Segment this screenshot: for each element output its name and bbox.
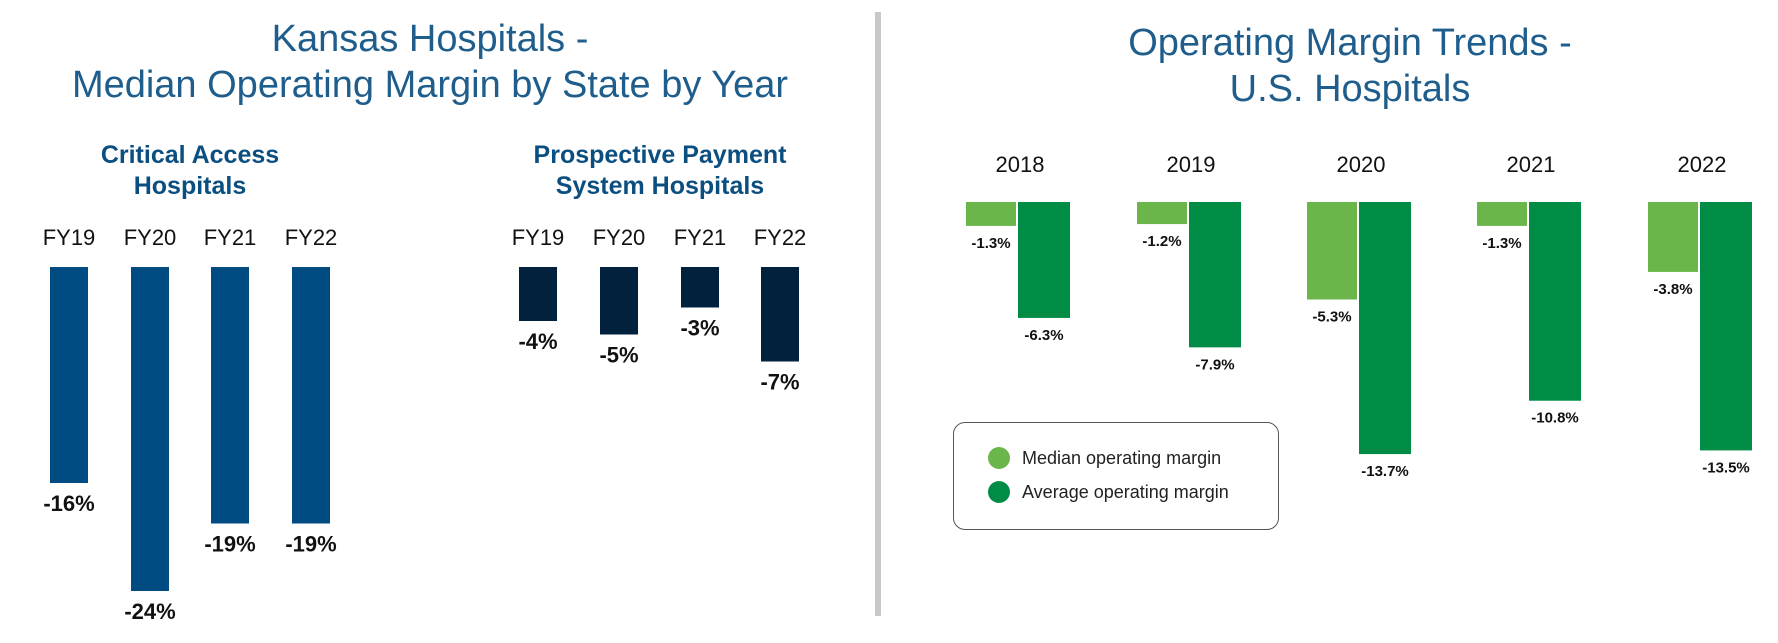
- pps-subtitle: Prospective Payment System Hospitals: [480, 140, 840, 202]
- pps-category-label: FY21: [674, 225, 727, 250]
- legend-average: Average operating margin: [988, 481, 1229, 503]
- median-legend-swatch: [988, 447, 1010, 469]
- average-bar: [1018, 202, 1070, 318]
- legend: Median operating margin Average operatin…: [953, 422, 1279, 530]
- pps-bar: [519, 267, 557, 321]
- pps-subtitle-line-1: Prospective Payment: [533, 141, 787, 169]
- cah-category-label: FY22: [285, 225, 338, 250]
- average-bar: [1189, 202, 1241, 348]
- pps-data-label: -7%: [760, 370, 799, 395]
- cah-subtitle: Critical Access Hospitals: [40, 140, 340, 202]
- pps-data-label: -4%: [518, 329, 557, 354]
- pps-data-label: -3%: [680, 316, 719, 341]
- us-year-label: 2021: [1507, 152, 1556, 177]
- average-bar: [1700, 202, 1752, 451]
- median-data-label: -1.2%: [1142, 233, 1181, 250]
- median-data-label: -5.3%: [1312, 309, 1351, 326]
- median-bar: [1307, 202, 1357, 300]
- us-year-label: 2018: [996, 152, 1045, 177]
- median-legend-label: Median operating margin: [1022, 447, 1222, 468]
- left-title: Kansas Hospitals - Median Operating Marg…: [20, 16, 840, 108]
- pps-category-label: FY20: [593, 225, 646, 250]
- cah-category-label: FY20: [124, 225, 177, 250]
- average-bar: [1529, 202, 1581, 401]
- median-bar: [1137, 202, 1187, 225]
- cah-data-label: -16%: [43, 491, 94, 516]
- cah-data-label: -24%: [124, 599, 175, 624]
- pps-subtitle-line-2: System Hospitals: [555, 172, 765, 200]
- cah-subtitle-line-2: Hospitals: [133, 172, 247, 200]
- median-data-label: -1.3%: [971, 235, 1010, 252]
- us-year-label: 2022: [1678, 152, 1727, 177]
- median-data-label: -3.8%: [1653, 281, 1692, 298]
- us-year-label: 2020: [1337, 152, 1386, 177]
- right-title-line-1: Operating Margin Trends -: [1128, 22, 1572, 64]
- average-data-label: -10.8%: [1531, 410, 1579, 427]
- average-legend-swatch: [988, 481, 1010, 503]
- average-data-label: -6.3%: [1024, 327, 1063, 344]
- cah-bar: [211, 267, 249, 524]
- us-year-label: 2019: [1167, 152, 1216, 177]
- average-data-label: -13.7%: [1361, 463, 1409, 480]
- pps-bar: [681, 267, 719, 308]
- pps-category-label: FY19: [512, 225, 565, 250]
- median-bar: [1477, 202, 1527, 226]
- cah-bar: [50, 267, 88, 483]
- average-bar: [1359, 202, 1411, 455]
- cah-subtitle-line-1: Critical Access: [100, 141, 280, 169]
- median-bar: [966, 202, 1016, 226]
- average-legend-label: Average operating margin: [1022, 481, 1229, 502]
- median-bar: [1648, 202, 1698, 272]
- cah-category-label: FY21: [204, 225, 257, 250]
- pps-data-label: -5%: [599, 343, 638, 368]
- left-title-line-2: Median Operating Margin by State by Year: [71, 64, 789, 106]
- cah-category-label: FY19: [43, 225, 96, 250]
- pps-bar: [761, 267, 799, 362]
- cah-data-label: -19%: [204, 532, 255, 557]
- pps-bar: [600, 267, 638, 335]
- cah-bar: [292, 267, 330, 524]
- right-title: Operating Margin Trends - U.S. Hospitals: [940, 20, 1760, 112]
- average-data-label: -13.5%: [1702, 459, 1750, 476]
- right-title-line-2: U.S. Hospitals: [1229, 68, 1471, 110]
- panel-divider: [875, 12, 881, 616]
- left-title-line-1: Kansas Hospitals -: [271, 18, 589, 60]
- median-data-label: -1.3%: [1482, 235, 1521, 252]
- cah-data-label: -19%: [285, 532, 336, 557]
- average-data-label: -7.9%: [1195, 356, 1234, 373]
- cah-bar: [131, 267, 169, 591]
- pps-category-label: FY22: [754, 225, 807, 250]
- legend-median: Median operating margin: [988, 447, 1221, 469]
